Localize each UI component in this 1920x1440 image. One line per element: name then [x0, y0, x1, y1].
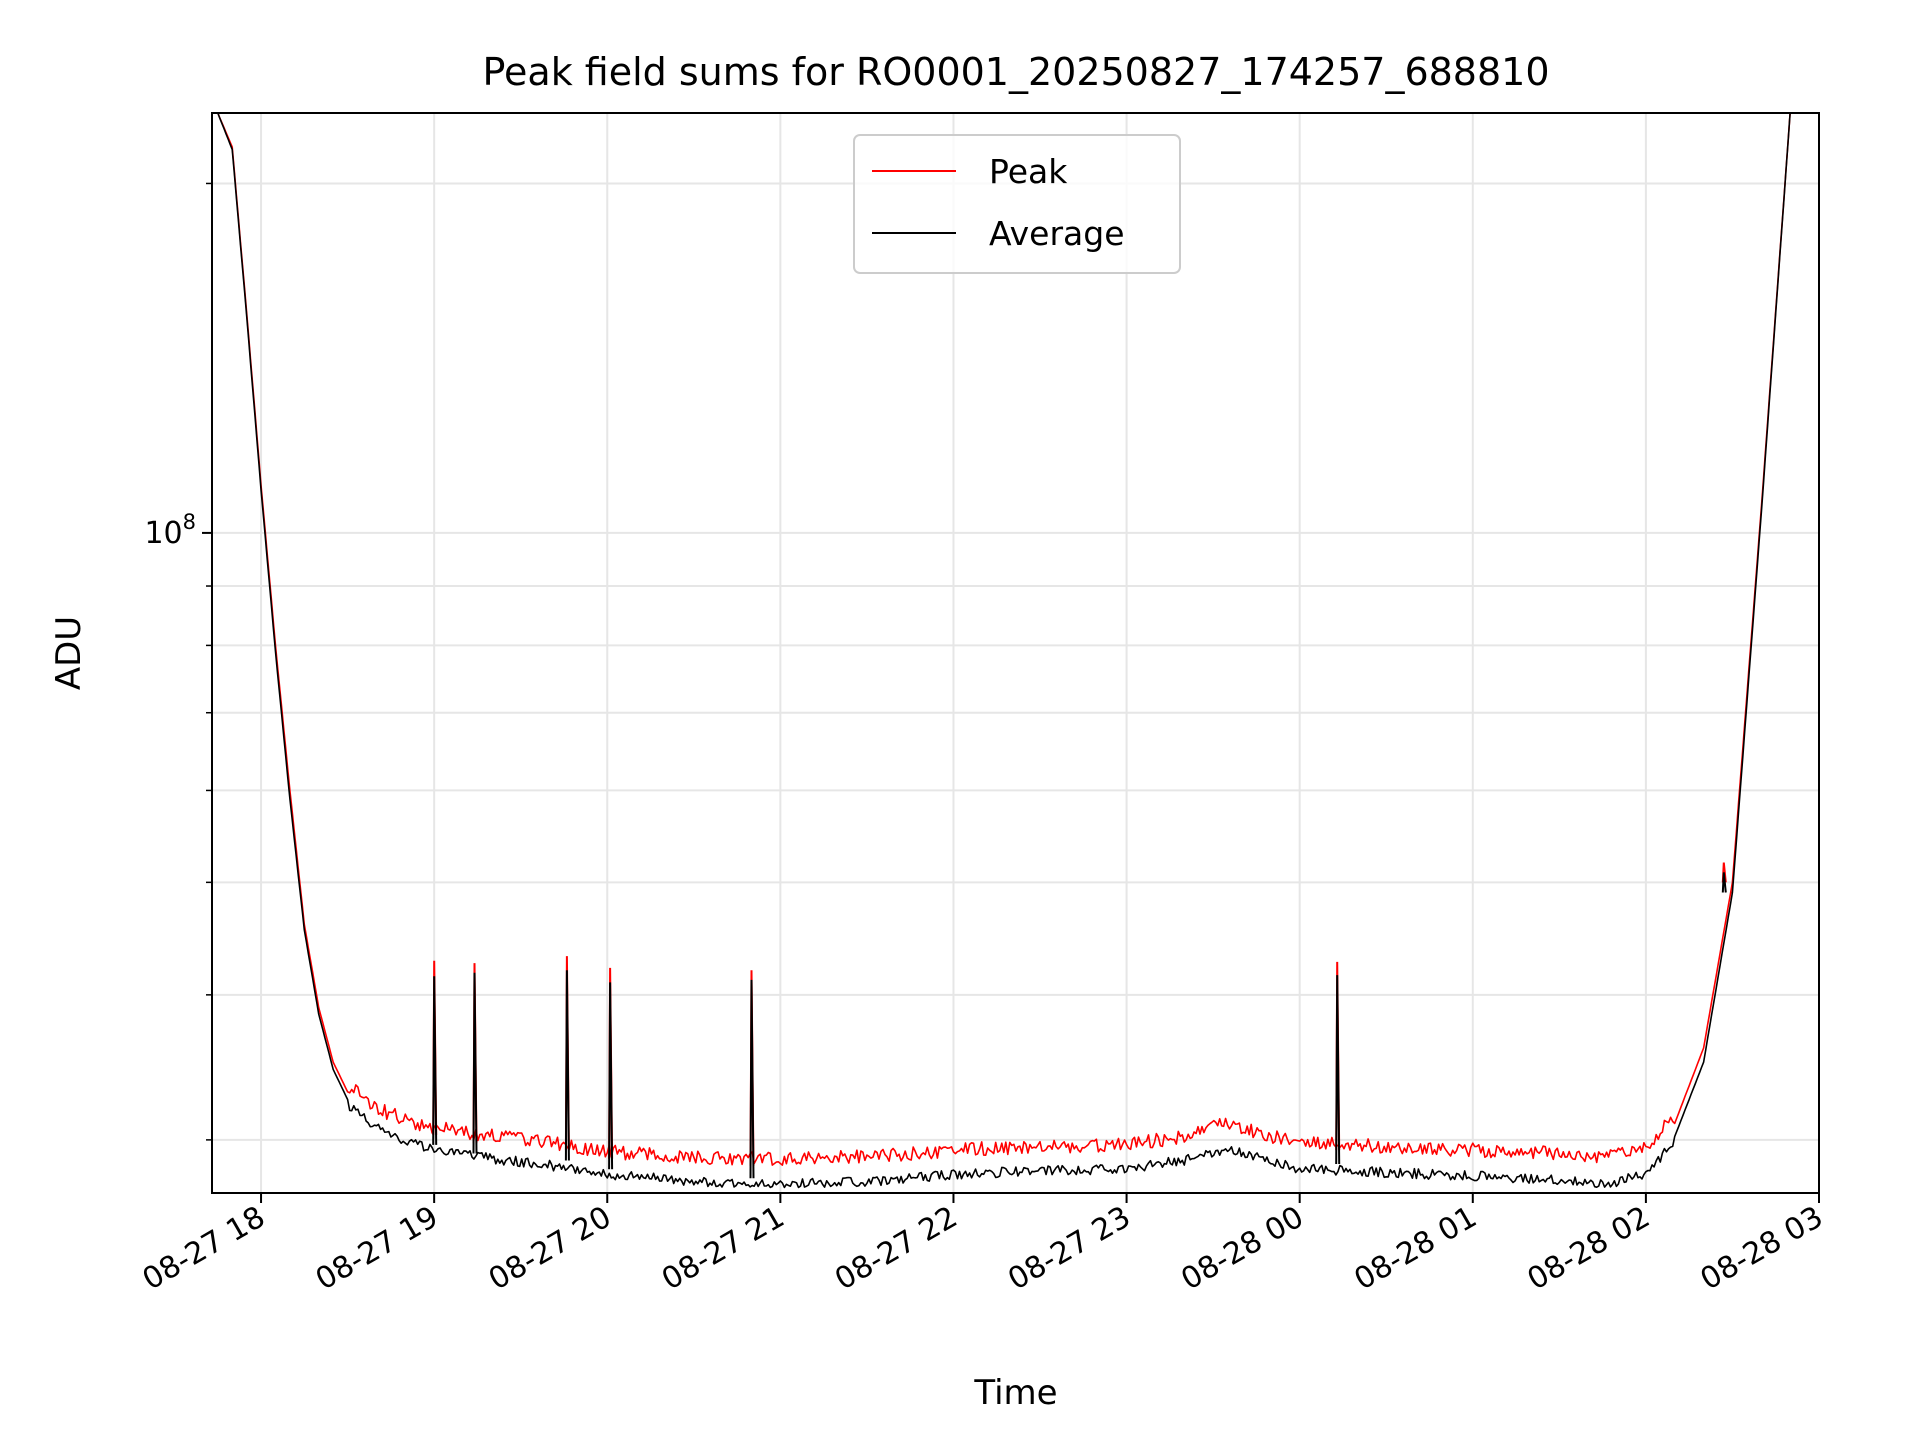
- plot-frame: [211, 112, 1820, 1194]
- series-line-average: [217, 113, 1791, 1189]
- y-axis-label: ADU: [49, 616, 89, 690]
- series-group: [217, 113, 1791, 1189]
- legend-box: [853, 134, 1181, 274]
- series-spike-average: [432, 976, 438, 1145]
- series-spike-average: [608, 982, 614, 1170]
- series-line-peak: [217, 113, 1791, 1166]
- y-tick-label: 108: [144, 510, 196, 551]
- x-axis-label: Time: [973, 1373, 1057, 1413]
- series-spike-average: [564, 970, 570, 1161]
- chart-title: Peak field sums for RO0001_20250827_1742…: [482, 50, 1549, 94]
- legend: Peak Average: [853, 134, 1181, 274]
- series-spike-average: [749, 979, 755, 1179]
- legend-label-peak: Peak: [989, 152, 1068, 191]
- series-spike-average: [1721, 872, 1727, 893]
- legend-label-average: Average: [989, 214, 1125, 253]
- series-spike-average: [1335, 975, 1341, 1165]
- series-spike-average: [472, 972, 478, 1154]
